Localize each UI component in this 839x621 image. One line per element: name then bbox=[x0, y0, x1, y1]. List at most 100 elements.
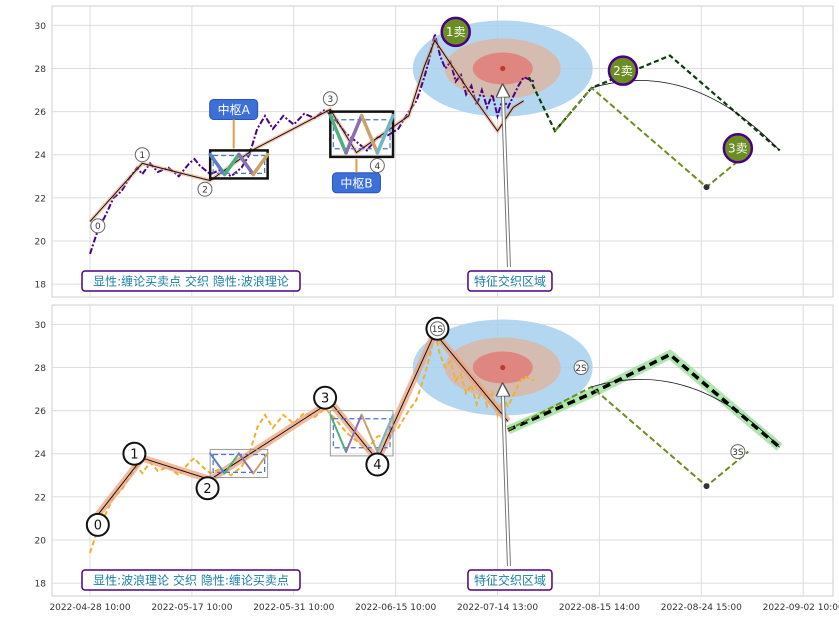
center-wave-segment bbox=[222, 152, 241, 177]
panel-2: 18202224262830特征交织区域0123451S2S3S显性:波浪理论 … bbox=[35, 304, 834, 597]
marker-label: 3 bbox=[321, 391, 329, 406]
marker-label: 4 bbox=[373, 458, 381, 473]
y-tick-label: 30 bbox=[35, 22, 47, 32]
zone-label: 特征交织区域 bbox=[474, 274, 546, 289]
marker-circle bbox=[122, 441, 147, 466]
marker-circle bbox=[322, 91, 338, 107]
marker-label: 1卖 bbox=[446, 25, 466, 39]
zone-label-box bbox=[467, 270, 553, 292]
zone-center-dot bbox=[500, 65, 506, 72]
zone-label: 特征交织区域 bbox=[474, 573, 546, 588]
center-box bbox=[329, 410, 394, 457]
center-wave-segment bbox=[345, 413, 363, 453]
forecast-low-point bbox=[703, 184, 710, 191]
center-inner-box bbox=[332, 418, 391, 449]
legend-label: 显性:缠论买卖点 交织 隐性:波浪理论 bbox=[93, 274, 289, 289]
forecast-arc bbox=[591, 379, 780, 448]
center-tag-label: 中枢A bbox=[218, 102, 251, 117]
stroke-line bbox=[89, 39, 524, 222]
marker-circle bbox=[85, 512, 110, 537]
x-tick-label: 2022-05-31 10:00 bbox=[253, 603, 334, 613]
center-wave-segment bbox=[223, 452, 240, 475]
y-tick-label: 30 bbox=[35, 321, 47, 331]
y-tick-label: 24 bbox=[35, 450, 47, 460]
marker-label: 2 bbox=[203, 482, 211, 497]
y-tick-label: 18 bbox=[35, 281, 47, 291]
center-wave-segment bbox=[237, 452, 255, 475]
center-wave-segment bbox=[359, 113, 380, 155]
price-series bbox=[89, 332, 535, 554]
marker-circle bbox=[195, 476, 220, 501]
center-wave-segment bbox=[328, 113, 348, 155]
marker-circle bbox=[573, 360, 589, 376]
legend-label: 显性:波浪理论 交织 隐性:缠论买卖点 bbox=[93, 573, 289, 588]
marker-circle bbox=[607, 55, 639, 86]
marker-label: 1S bbox=[432, 325, 444, 335]
y-tick-label: 20 bbox=[35, 237, 47, 247]
center-wave-segment bbox=[208, 152, 227, 177]
y-tick-label: 26 bbox=[35, 407, 47, 417]
x-tick-label: 2022-09-02 10:00 bbox=[763, 603, 839, 613]
marker-circle bbox=[134, 147, 150, 163]
marker-label: 0 bbox=[94, 519, 102, 534]
y-tick-label: 18 bbox=[35, 580, 47, 590]
center-box bbox=[329, 110, 395, 159]
center-wave-segment bbox=[251, 152, 270, 177]
marker-label: 3卖 bbox=[728, 142, 748, 156]
center-box bbox=[208, 149, 269, 180]
marker-label: 2卖 bbox=[613, 64, 633, 78]
center-wave-segment bbox=[209, 452, 226, 475]
zone-center-dot bbox=[500, 364, 506, 371]
marker-circle bbox=[440, 16, 471, 48]
marker-circle bbox=[90, 218, 106, 234]
legend-box bbox=[81, 270, 301, 292]
center-wave-segment bbox=[344, 113, 364, 155]
marker-label: 0 bbox=[95, 222, 101, 232]
marker-label: 1 bbox=[130, 447, 138, 462]
center-wave-segment bbox=[376, 413, 395, 453]
marker-label: 3S bbox=[732, 448, 744, 458]
zone-arrow bbox=[503, 390, 509, 567]
y-tick-label: 28 bbox=[35, 364, 47, 374]
x-tick-label: 2022-08-24 15:00 bbox=[661, 603, 742, 613]
center-wave-segment bbox=[252, 452, 269, 475]
marker-label: 2 bbox=[202, 185, 208, 195]
marker-circle bbox=[313, 385, 338, 410]
forecast-secondary bbox=[507, 385, 749, 488]
center-tag-label: 中枢B bbox=[340, 175, 372, 190]
center-wave-segment bbox=[329, 413, 348, 453]
y-tick-label: 22 bbox=[35, 194, 46, 204]
marker-circle bbox=[369, 158, 385, 174]
marker-label: 3 bbox=[327, 95, 333, 105]
marker-circle bbox=[429, 321, 445, 337]
marker-label: 1 bbox=[139, 151, 145, 161]
center-wave-segment bbox=[375, 113, 395, 155]
marker-circle bbox=[730, 444, 746, 460]
center-wave-segment bbox=[237, 152, 256, 177]
zone-arrow bbox=[503, 91, 509, 268]
x-tick-label: 2022-06-15 10:00 bbox=[355, 603, 436, 613]
legend-box bbox=[81, 569, 301, 591]
y-tick-label: 24 bbox=[35, 151, 47, 161]
y-tick-label: 26 bbox=[35, 108, 47, 118]
center-box bbox=[209, 448, 269, 478]
x-tick-label: 2022-08-15 14:00 bbox=[559, 603, 640, 613]
panel-1: 18 20 22 24 26 28 30 中枢A 中枢B 特征交织区域 0 1 2 3 4 1卖 2卖 3卖显性:… bbox=[35, 5, 834, 298]
marker-circle bbox=[197, 181, 213, 197]
marker-circle bbox=[365, 452, 390, 477]
y-tick-label: 22 bbox=[35, 493, 46, 503]
y-tick-label: 20 bbox=[35, 536, 47, 546]
x-tick-label: 2022-04-28 10:00 bbox=[49, 603, 130, 613]
marker-label: 4 bbox=[374, 162, 380, 172]
forecast-low-point bbox=[703, 483, 710, 490]
zone-label-box bbox=[467, 569, 553, 591]
x-tick-label: 2022-07-14 13:00 bbox=[457, 603, 538, 613]
forecast-primary bbox=[507, 352, 781, 449]
marker-label: 2S bbox=[575, 364, 587, 374]
forecast-secondary bbox=[554, 86, 749, 189]
x-tick-label: 2022-05-17 10:00 bbox=[151, 603, 232, 613]
y-tick-label: 28 bbox=[35, 65, 47, 75]
center-wave-segment bbox=[360, 413, 379, 453]
